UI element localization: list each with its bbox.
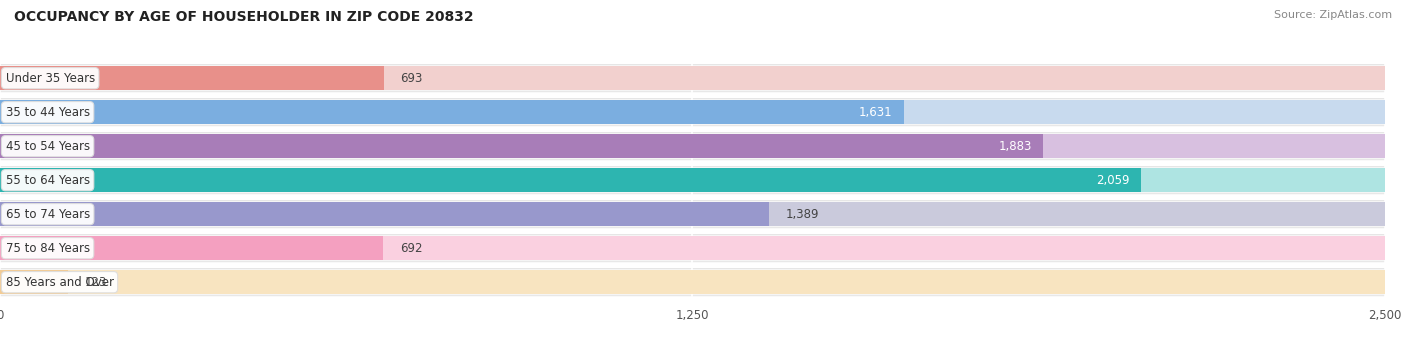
FancyBboxPatch shape (0, 133, 1385, 160)
Text: 85 Years and Over: 85 Years and Over (6, 276, 114, 289)
FancyBboxPatch shape (0, 167, 1385, 194)
Text: 45 to 54 Years: 45 to 54 Years (6, 140, 90, 153)
Bar (0, 202, 1385, 226)
Text: 1,631: 1,631 (859, 106, 893, 119)
Bar (0, 270, 67, 294)
Bar (0, 236, 384, 260)
Bar (0, 66, 384, 90)
Text: 692: 692 (399, 242, 422, 255)
Text: 1,883: 1,883 (998, 140, 1032, 153)
FancyBboxPatch shape (0, 99, 1385, 126)
Bar (0, 66, 1385, 90)
FancyBboxPatch shape (0, 65, 1385, 92)
Text: OCCUPANCY BY AGE OF HOUSEHOLDER IN ZIP CODE 20832: OCCUPANCY BY AGE OF HOUSEHOLDER IN ZIP C… (14, 10, 474, 24)
Bar (0, 270, 1385, 294)
Bar (0, 202, 769, 226)
Text: 65 to 74 Years: 65 to 74 Years (6, 208, 90, 221)
Bar (0, 100, 1385, 124)
FancyBboxPatch shape (0, 201, 1385, 228)
Text: 55 to 64 Years: 55 to 64 Years (6, 174, 90, 187)
Text: 1,389: 1,389 (786, 208, 820, 221)
Bar (0, 168, 1385, 192)
FancyBboxPatch shape (0, 269, 1385, 296)
Bar (0, 168, 1140, 192)
Text: 693: 693 (401, 72, 423, 85)
Text: 75 to 84 Years: 75 to 84 Years (6, 242, 90, 255)
FancyBboxPatch shape (0, 235, 1385, 262)
Text: 2,059: 2,059 (1097, 174, 1129, 187)
Bar (0, 100, 904, 124)
Text: Under 35 Years: Under 35 Years (6, 72, 94, 85)
Bar (0, 134, 1043, 158)
Text: 35 to 44 Years: 35 to 44 Years (6, 106, 90, 119)
Bar (0, 134, 1385, 158)
Bar (0, 236, 1385, 260)
Text: Source: ZipAtlas.com: Source: ZipAtlas.com (1274, 10, 1392, 20)
Text: 123: 123 (84, 276, 107, 289)
